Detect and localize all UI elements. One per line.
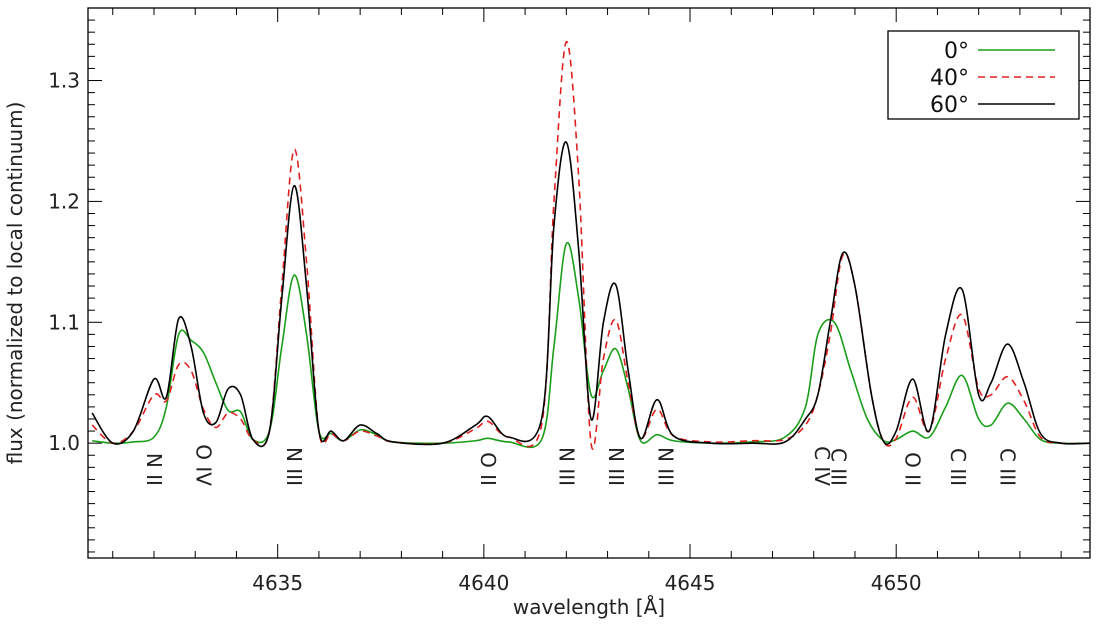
y-tick-label: 1.1 bbox=[48, 310, 80, 334]
ion-label: N III bbox=[604, 447, 628, 486]
x-tick-label: 4650 bbox=[871, 571, 922, 595]
ion-label: O II bbox=[901, 452, 925, 486]
y-tick-label: 1.3 bbox=[48, 69, 80, 93]
x-axis-title: wavelength [Å] bbox=[513, 595, 665, 619]
ion-labels: N II O IV N III O II N III N III N III C IVC II… bbox=[142, 444, 1020, 486]
ion-label: C III bbox=[946, 448, 970, 486]
legend-box bbox=[887, 30, 1080, 120]
legend: 0°40°60° bbox=[887, 30, 1080, 120]
x-tick-label: 4640 bbox=[458, 571, 509, 595]
ion-label: C IV bbox=[810, 446, 834, 486]
plot-frame bbox=[87, 7, 1091, 559]
series-line-1 bbox=[91, 41, 1090, 450]
y-tick-label: 1.2 bbox=[48, 189, 80, 213]
ion-label: O II bbox=[476, 452, 500, 486]
legend-label: 40° bbox=[930, 66, 969, 91]
series-line-2 bbox=[91, 141, 1090, 448]
ion-label: N III bbox=[653, 447, 677, 486]
y-tick-label: 1.0 bbox=[48, 431, 80, 455]
ion-label: O IV bbox=[192, 444, 216, 486]
series-layer bbox=[91, 41, 1090, 450]
ion-label: N III bbox=[282, 447, 306, 486]
ion-label: N II bbox=[142, 453, 166, 486]
ion-label: C III bbox=[996, 448, 1020, 486]
legend-label: 60° bbox=[930, 93, 969, 118]
y-axis-title: flux (normalized to local continuum) bbox=[3, 102, 27, 465]
x-tick-label: 4645 bbox=[665, 571, 716, 595]
axis-ticks: 4635 4640 4645 4650 1.0 1.1 1.2 1.3 bbox=[48, 8, 1090, 595]
ion-label: N III bbox=[554, 447, 578, 486]
x-tick-label: 4635 bbox=[252, 571, 303, 595]
series-line-0 bbox=[92, 241, 1090, 449]
legend-label: 0° bbox=[944, 39, 969, 64]
ion-label: C III bbox=[827, 448, 851, 486]
